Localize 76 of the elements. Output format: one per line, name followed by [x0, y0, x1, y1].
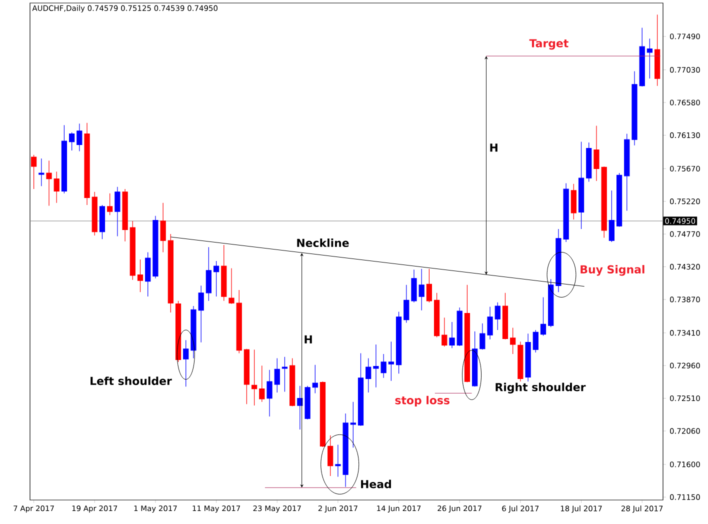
candlestick	[92, 192, 98, 236]
candlestick	[366, 358, 372, 393]
candlestick	[69, 132, 75, 151]
candlestick	[282, 356, 288, 392]
candlestick	[502, 292, 508, 340]
annotation: Neckline	[297, 238, 349, 248]
candlestick	[434, 292, 440, 338]
candlestick	[145, 252, 151, 297]
candlestick	[206, 246, 212, 302]
candlestick	[130, 220, 136, 280]
candlestick	[624, 133, 630, 212]
candlestick	[76, 123, 82, 152]
candlestick	[639, 27, 645, 87]
candlestick	[632, 70, 638, 146]
candlestick	[518, 341, 524, 382]
candlestick	[532, 330, 538, 353]
candlestick	[464, 284, 470, 383]
candlestick	[426, 268, 432, 303]
candlestick	[396, 312, 402, 374]
candlestick	[320, 381, 326, 448]
candlestick	[456, 307, 462, 346]
annotation: Right shoulder	[496, 382, 586, 394]
annotation: stop loss	[395, 396, 450, 406]
candlestick	[358, 352, 364, 426]
candlestick	[449, 322, 455, 348]
candlestick	[38, 158, 44, 186]
candlestick	[290, 358, 296, 407]
candlestick	[578, 141, 584, 230]
candlestick	[328, 435, 334, 476]
annotation: Buy Signal	[580, 265, 644, 276]
candlestick	[122, 188, 128, 242]
candlestick	[175, 300, 182, 362]
candlestick	[274, 358, 280, 393]
candlestick	[411, 269, 417, 303]
candlestick	[350, 402, 356, 448]
candlestick	[525, 333, 531, 382]
candlestick	[266, 370, 272, 417]
candlestick	[616, 172, 622, 228]
candlestick	[213, 260, 220, 297]
candlestick	[510, 327, 516, 354]
candlestick	[570, 184, 576, 220]
candlestick	[586, 142, 592, 182]
candlestick	[404, 284, 410, 324]
candlestick	[54, 171, 60, 204]
annotation: Head	[361, 480, 391, 488]
candlestick	[236, 290, 242, 354]
candlestick	[168, 234, 174, 313]
candlestick	[137, 259, 144, 292]
candlestick	[183, 340, 189, 387]
annotation: H	[490, 144, 498, 152]
candlestick	[61, 124, 68, 194]
annotation: H	[304, 335, 312, 344]
candlestick	[388, 341, 394, 382]
candlestick	[540, 296, 546, 336]
candlestick	[472, 331, 478, 387]
candlestick	[46, 160, 52, 206]
candlestick	[418, 268, 424, 311]
candlestick	[84, 122, 90, 206]
candlestick	[548, 278, 554, 328]
candlestick	[221, 244, 227, 302]
annotation: Left shoulder	[90, 376, 172, 386]
annotation: Target	[529, 39, 568, 50]
candlestick	[152, 216, 158, 279]
candlestick	[259, 365, 265, 402]
candlestick	[608, 190, 614, 242]
candlestick	[99, 204, 106, 240]
candlestick	[494, 302, 500, 330]
candlestick	[442, 317, 448, 347]
candlestick	[160, 202, 166, 253]
candlestick	[312, 364, 318, 394]
candlestick	[30, 154, 37, 190]
candlestick	[244, 348, 250, 404]
candlestick	[107, 193, 113, 216]
candlestick	[654, 14, 660, 86]
candlestick	[228, 268, 234, 304]
candlestick	[114, 186, 120, 237]
